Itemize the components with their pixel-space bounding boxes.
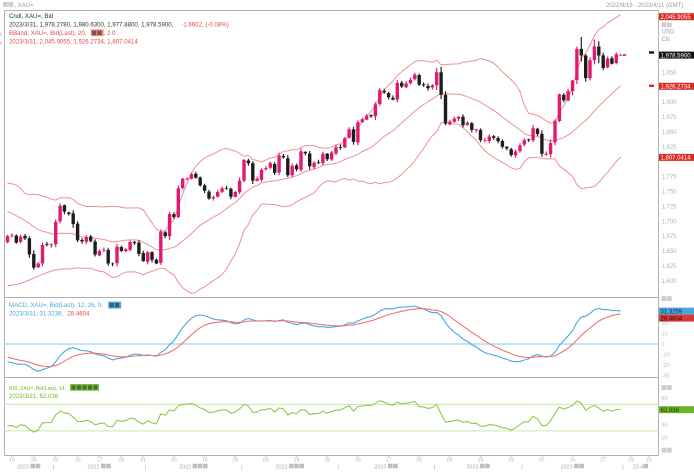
svg-text:19: 19 [294,458,300,464]
svg-text:24: 24 [508,458,514,464]
svg-text:1,875: 1,875 [662,115,678,121]
svg-text:2023/3/31, 62.036: 2023/3/31, 62.036 [9,393,59,400]
svg-text:, 2.0: , 2.0 [104,30,116,37]
svg-text:28: 28 [324,458,330,464]
svg-text:|: | [622,464,623,470]
svg-text:1,625: 1,625 [662,264,678,270]
svg-text:23 4: 23 4 [633,464,644,470]
svg-text:1,807.0414: 1,807.0414 [661,156,692,162]
svg-text:, XAU=: , XAU= [14,3,34,9]
svg-text:2022: 2022 [179,464,191,470]
svg-text:1,600: 1,600 [662,279,678,285]
svg-text:27: 27 [600,458,606,464]
svg-text:10: 10 [75,458,81,464]
svg-text:80: 80 [662,396,668,402]
svg-text:MACD, XAU=, Bid(Last), 12, 26,: MACD, XAU=, Bid(Last), 12, 26, 9, [9,302,103,309]
svg-text:17: 17 [386,458,392,464]
svg-text:1,978.5900: 1,978.5900 [661,53,692,59]
svg-text:|: | [145,464,146,470]
svg-text:1,700: 1,700 [662,219,678,225]
svg-text:-10: -10 [662,353,670,359]
svg-text:2023/3/31, 31.3238,: 2023/3/31, 31.3238, [9,311,64,318]
svg-text:1,725: 1,725 [662,204,678,210]
svg-text:1,926.2734: 1,926.2734 [661,85,692,91]
svg-text:08: 08 [263,458,269,464]
svg-text:|: | [434,464,435,470]
svg-text:18: 18 [202,458,208,464]
svg-text:|: | [337,464,338,470]
svg-text:09: 09 [171,458,177,464]
svg-text:RSI, XAU=, Bid(Last), 14,: RSI, XAU=, Bid(Last), 14, [9,386,66,392]
svg-text:1,675: 1,675 [662,234,678,240]
svg-text:06: 06 [447,458,453,464]
svg-text:31.3259: 31.3259 [661,309,683,315]
svg-text:USD: USD [662,30,675,36]
svg-text:|: | [241,464,242,470]
svg-text:2022: 2022 [276,464,288,470]
svg-text:2022: 2022 [17,464,29,470]
svg-text:1,650: 1,650 [662,249,678,255]
svg-text:06: 06 [355,458,361,464]
svg-text:2023/3/31, 1,978.2780, 1,980.6: 2023/3/31, 1,978.2780, 1,980.6300, 1,977… [9,22,174,29]
svg-text:40: 40 [662,422,668,428]
svg-text:15: 15 [478,458,484,464]
svg-text:31: 31 [140,458,146,464]
svg-text:Cndl, XAU=, Bid: Cndl, XAU=, Bid [9,13,53,20]
svg-text:2023: 2023 [466,464,478,470]
svg-text:-1.6602, (-0.08%): -1.6602, (-0.08%) [181,22,228,29]
svg-text:BBand, XAU=, Bid(Last), 20,: BBand, XAU=, Bid(Last), 20, [9,30,87,37]
svg-text:26: 26 [31,458,37,464]
svg-text:1,900: 1,900 [662,100,678,106]
svg-text:07: 07 [539,458,545,464]
svg-text:Cls: Cls [662,37,671,43]
svg-text:04: 04 [628,458,634,464]
svg-text:|: | [53,464,54,470]
svg-text:2022/9/16 - 2023/4/11 (GMT): 2022/9/16 - 2023/4/11 (GMT) [606,3,683,9]
svg-text:28.4604: 28.4604 [67,311,90,318]
svg-text:1,775: 1,775 [662,175,678,181]
svg-text:10: 10 [646,458,652,464]
svg-text:20: 20 [662,436,668,442]
svg-text:|: | [521,464,522,470]
svg-text:03: 03 [53,458,59,464]
svg-text:29: 29 [232,458,238,464]
svg-text:0: 0 [662,342,665,348]
svg-text:2023: 2023 [561,464,573,470]
svg-text:16: 16 [570,458,576,464]
svg-text:2,045.9055: 2,045.9055 [661,15,692,21]
svg-text:26: 26 [416,458,422,464]
svg-text:62.036: 62.036 [661,408,680,414]
svg-text:1,825: 1,825 [662,145,678,151]
svg-text:20: 20 [662,321,668,327]
svg-text:2022: 2022 [88,464,100,470]
svg-text:1,850: 1,850 [662,130,678,136]
svg-text:24: 24 [119,458,125,464]
svg-text:19: 19 [9,458,15,464]
svg-text:1,950: 1,950 [662,70,678,76]
svg-text:1,750: 1,750 [662,190,678,196]
svg-text:2023/3/31, 2,045.9055, 1,926.2: 2023/3/31, 2,045.9055, 1,926.2734, 1,807… [9,38,138,45]
svg-text:-30: -30 [662,374,670,380]
svg-text:10: 10 [662,332,668,338]
svg-text:28.4604: 28.4604 [661,316,683,322]
svg-text:17: 17 [97,458,103,464]
svg-text:-20: -20 [662,363,670,369]
svg-text:2023: 2023 [374,464,386,470]
